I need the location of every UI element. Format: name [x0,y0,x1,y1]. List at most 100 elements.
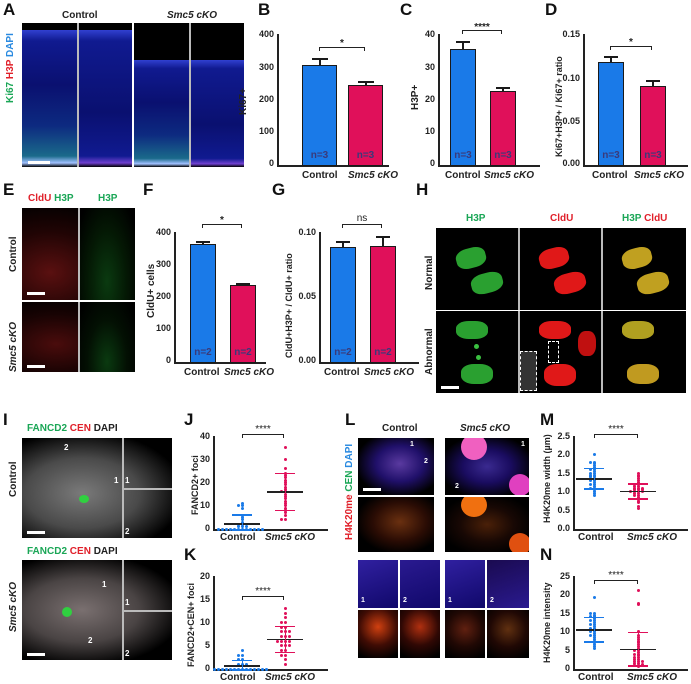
micrograph-i-control: 1 2 2 1 [22,438,172,538]
data-point [636,507,640,511]
panel-letter-f: F [143,180,154,199]
panel-letter-i: I [3,410,8,429]
data-point [632,494,636,498]
data-point [279,518,283,522]
panel-letter-a: A [3,0,16,19]
sd-cap [232,529,252,531]
data-point [588,479,592,483]
sd-cap [275,625,295,628]
sd-cap [232,669,252,671]
bar-cko [348,85,383,166]
data-point [283,467,287,471]
data-point [636,505,640,509]
inset-l-2a-red [400,610,440,658]
data-point [592,492,596,496]
data-point [216,667,220,671]
data-point [632,660,636,664]
stain-label-a: Ki67 H3P DAPI [5,33,16,103]
data-point [256,667,260,671]
col-label-e-merge: CldU H3P [28,193,74,204]
sd-bar [593,616,595,642]
sd-bar [241,514,243,529]
sd-bar [637,483,639,499]
micrograph-l-control-h4k20me [358,497,434,552]
data-point [592,611,596,615]
sd-bar [284,472,286,510]
data-point [632,661,636,665]
data-point [592,494,596,498]
data-point [260,667,264,671]
data-point [220,667,224,671]
data-point [636,501,640,505]
inset-l-1b: 1 [445,560,485,608]
data-point [588,475,592,479]
sd-cap [628,498,648,500]
data-point [279,648,283,652]
panel-letter-d: D [545,0,558,19]
data-point [279,653,283,657]
data-point [228,527,232,531]
data-point [588,619,592,623]
data-point [632,656,636,660]
data-point [283,653,287,657]
sd-bar [593,467,595,489]
data-point [283,511,287,515]
data-point [283,616,287,620]
data-point [287,634,291,638]
data-point [632,648,636,652]
data-point [592,643,596,647]
data-point [236,653,240,657]
sd-cap [628,665,648,667]
micrograph-l-cko-dapi: 1 2 [445,438,529,495]
data-point [287,644,291,648]
panel-letter-e: E [3,180,15,199]
data-point [636,475,640,479]
chart-n: H4K20me intensity 25 20 15 10 5 0 **** C… [540,570,691,684]
data-point [592,488,596,492]
data-point [632,488,636,492]
micrograph-l-cko-h4k20me [445,497,529,552]
stain-label-i-cko: FANCD2 CEN DAPI [27,546,118,557]
sd-cap [584,467,604,470]
data-point [244,525,248,529]
panel-letter-g: G [272,180,286,199]
data-point [279,644,283,648]
data-point [588,473,592,477]
data-point [283,518,287,522]
data-point [592,647,596,651]
data-point [592,460,596,464]
micrograph-h-abnormal [436,311,686,393]
data-point [283,457,287,461]
data-point [287,639,291,643]
chart-j: FANCD2+ foci 40 30 20 10 0 **** Control … [180,424,340,545]
data-point [236,525,240,529]
data-point [252,527,256,531]
sd-cap [628,631,648,634]
data-point [640,663,644,667]
data-point [632,658,636,662]
data-point [283,611,287,615]
data-point [632,486,636,490]
inset-l-1a-red [358,610,398,658]
sd-cap [628,483,648,485]
data-point [592,613,596,617]
micrograph-a-control [22,23,132,167]
data-point [264,667,268,671]
data-point [283,446,287,450]
data-point [256,527,260,531]
data-point [640,486,644,490]
micrograph-h-normal [436,228,686,310]
chart-f: CldU+ cells 400 300 200 100 0 * n=2 n=2 … [146,215,275,378]
data-point [279,634,283,638]
inset-l-2a: 2 [400,560,440,608]
sd-cap [275,472,295,475]
data-point [224,527,228,531]
data-point [252,667,256,671]
data-point [636,499,640,503]
data-point [588,482,592,486]
data-point [592,464,596,468]
panel-letter-h: H [416,180,429,199]
data-point [588,471,592,475]
data-point [588,634,592,638]
chart-k: FANCD2+CEN+ foci 20 15 10 5 0 **** Contr… [180,571,340,684]
